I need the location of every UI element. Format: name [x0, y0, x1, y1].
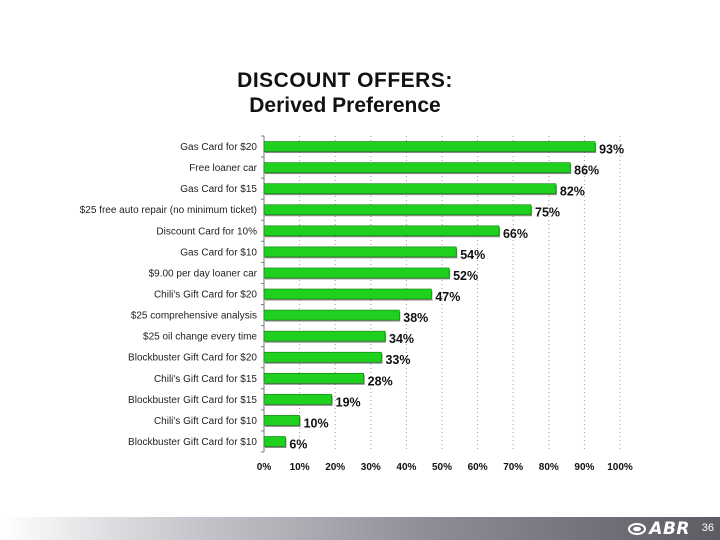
category-label: $25 comprehensive analysis — [131, 311, 257, 322]
logo-swoosh-icon — [628, 522, 647, 535]
x-tick-label: 70% — [503, 462, 523, 473]
bar — [263, 183, 557, 194]
bar — [263, 162, 571, 173]
bar — [263, 415, 300, 426]
bar — [263, 267, 450, 279]
value-label: 33% — [385, 353, 410, 367]
bar — [263, 372, 364, 384]
bar — [263, 394, 332, 405]
bar — [263, 141, 596, 152]
value-label: 52% — [453, 269, 478, 283]
footer-bar: ABR 36 — [0, 517, 720, 540]
x-tick-label: 30% — [361, 462, 381, 473]
value-label: 86% — [574, 164, 599, 178]
value-label: 10% — [304, 416, 329, 430]
category-label: Blockbuster Gift Card for $10 — [128, 437, 257, 448]
x-tick-label: 80% — [539, 462, 559, 473]
category-label: $25 free auto repair (no minimum ticket) — [80, 205, 257, 216]
bar — [263, 330, 386, 342]
x-tick-label: 20% — [325, 462, 345, 473]
value-label: 28% — [368, 374, 393, 388]
category-label: Gas Card for $15 — [180, 184, 257, 195]
category-label: Gas Card for $20 — [180, 142, 257, 153]
chart-title-line-2: Derived Preference — [249, 94, 441, 117]
x-tick-label: 50% — [432, 462, 452, 473]
value-label: 19% — [336, 395, 361, 409]
category-label: $25 oil change every time — [143, 332, 257, 343]
bar — [263, 204, 532, 216]
x-tick-label: 100% — [607, 462, 633, 473]
bar — [263, 436, 286, 447]
category-label: Chili's Gift Card for $10 — [154, 416, 257, 427]
chart-title: DISCOUNT OFFERS: Derived Preference — [0, 68, 690, 118]
value-label: 82% — [560, 185, 585, 199]
category-label: Blockbuster Gift Card for $20 — [128, 353, 257, 364]
x-tick-label: 10% — [290, 462, 310, 473]
value-label: 66% — [503, 227, 528, 241]
value-label: 6% — [289, 437, 307, 451]
value-label: 75% — [535, 206, 560, 220]
bar — [263, 246, 457, 258]
category-label: Gas Card for $10 — [180, 247, 257, 258]
abr-logo: ABR — [628, 518, 690, 539]
x-tick-label: 90% — [574, 462, 594, 473]
value-label: 47% — [435, 290, 460, 304]
bar — [263, 288, 432, 300]
x-tick-label: 40% — [396, 462, 416, 473]
logo-text: ABR — [649, 518, 690, 539]
x-tick-label: 60% — [468, 462, 488, 473]
value-label: 34% — [389, 332, 414, 346]
category-label: Free loaner car — [189, 163, 257, 174]
category-label: Chili's Gift Card for $20 — [154, 290, 257, 301]
category-label: Blockbuster Gift Card for $15 — [128, 395, 257, 406]
x-tick-label: 0% — [257, 462, 272, 473]
value-label: 38% — [403, 311, 428, 325]
category-label: $9.00 per day loaner car — [149, 268, 258, 279]
bar — [263, 351, 382, 363]
bar — [263, 225, 500, 237]
category-label: Discount Card for 10% — [156, 226, 257, 237]
value-label: 54% — [460, 248, 485, 262]
page-number: 36 — [701, 522, 714, 534]
chart-title-line-1: DISCOUNT OFFERS: — [237, 69, 453, 92]
bar — [263, 309, 400, 321]
category-label: Chili's Gift Card for $15 — [154, 374, 257, 385]
value-label: 93% — [599, 143, 624, 157]
